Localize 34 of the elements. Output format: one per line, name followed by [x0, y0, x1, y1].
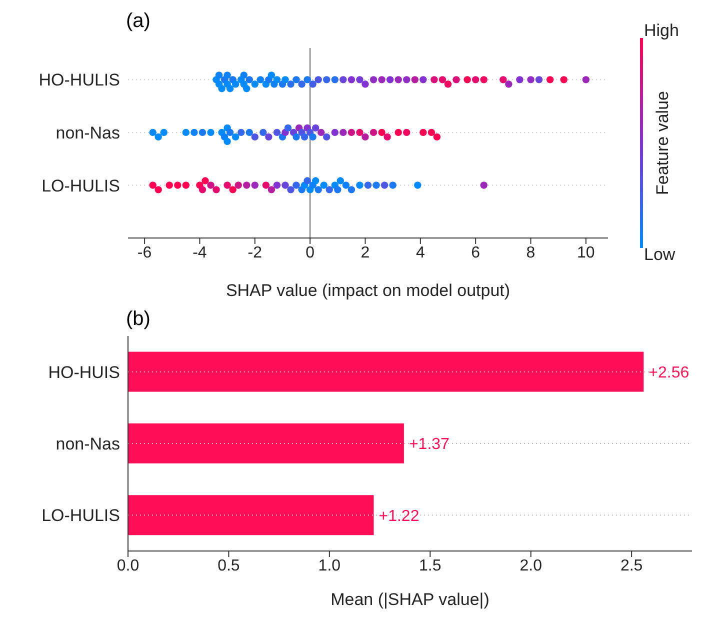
- x-tick-label: 10: [577, 244, 595, 262]
- x-tick-label: 1.0: [318, 557, 341, 574]
- x-axis-title: Mean (|SHAP value|): [330, 590, 490, 609]
- x-tick-label: -4: [192, 244, 207, 262]
- y-tick-label: LO-HULIS: [42, 176, 120, 196]
- chart-title: (a): [126, 10, 150, 33]
- y-tick-label: non-Nas: [56, 434, 120, 454]
- data-label: +1.22: [378, 508, 420, 525]
- chart-title: (b): [126, 308, 150, 331]
- x-tick-label: 2.5: [620, 557, 643, 574]
- x-tick-label: 4: [416, 244, 425, 262]
- x-tick-label: 0.5: [218, 557, 240, 574]
- data-label: +1.37: [408, 436, 450, 454]
- text: High: [644, 21, 679, 40]
- x-tick-label: 0.0: [116, 557, 140, 574]
- x-tick-label: 6: [471, 244, 480, 262]
- x-tick-label: -6: [137, 244, 152, 262]
- color-bar-title: Feature value: [653, 91, 672, 195]
- y-tick-label: HO-HULIS: [38, 70, 120, 90]
- x-tick-label: 0: [306, 244, 315, 262]
- y-tick-label: HO-HUIS: [48, 362, 120, 382]
- bar: [128, 495, 374, 536]
- x-axis-title: SHAP value (impact on model output): [226, 281, 510, 300]
- x-tick-label: -2: [248, 244, 262, 262]
- x-tick-label: 2.0: [520, 557, 542, 574]
- y-tick-label: non-Nas: [56, 123, 120, 142]
- y-tick-label: LO-HULIS: [42, 506, 120, 526]
- x-tick-label: 8: [526, 244, 536, 262]
- x-tick-label: 2: [360, 244, 370, 262]
- x-tick-label: 1.5: [419, 557, 442, 574]
- bar: [128, 423, 404, 464]
- bar: [128, 352, 644, 392]
- text: Low: [644, 245, 676, 264]
- data-label: +2.56: [648, 364, 690, 382]
